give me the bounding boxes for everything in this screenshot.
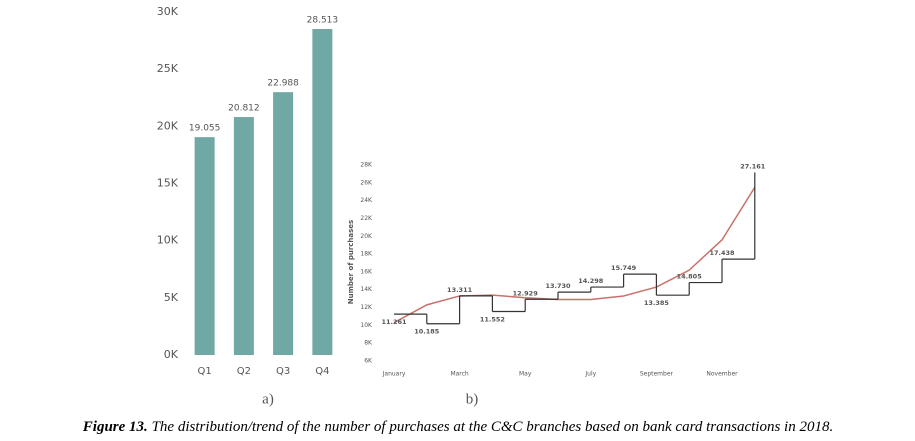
y-tick-label: 20K — [360, 233, 373, 240]
value-label: 13.311 — [447, 286, 473, 294]
y-tick-label: 20K — [157, 119, 179, 132]
value-label: 28.513 — [307, 16, 339, 26]
value-label: 22.988 — [267, 79, 299, 89]
x-tick-label: March — [450, 371, 468, 378]
value-label: 19.055 — [189, 124, 221, 134]
y-tick-label: 18K — [360, 251, 373, 258]
value-label: 17.438 — [709, 249, 735, 257]
y-tick-label: 25K — [157, 62, 179, 75]
x-tick-label: November — [706, 371, 738, 378]
y-tick-label: 24K — [360, 197, 373, 204]
y-tick-label: 12K — [360, 304, 373, 311]
x-tick-label: January — [382, 371, 406, 378]
value-label: 27.161 — [740, 162, 766, 170]
panel-label: a) — [262, 391, 274, 407]
y-tick-label: 0K — [164, 348, 179, 361]
y-tick-label: 5K — [164, 291, 179, 304]
bar — [273, 92, 294, 355]
bar — [233, 117, 254, 355]
value-label: 14.805 — [677, 273, 703, 281]
y-tick-label: 6K — [364, 358, 373, 365]
x-tick-label: September — [640, 371, 674, 378]
caption-label: Figure 13. — [82, 419, 148, 435]
value-label: 13.385 — [644, 299, 670, 307]
caption-text: The distribution/trend of the number of … — [152, 419, 834, 435]
bar — [312, 29, 333, 355]
y-tick-label: 30K — [157, 5, 179, 18]
value-label: 10.185 — [414, 328, 440, 336]
value-label: 13.730 — [545, 282, 571, 290]
panel-label: b) — [466, 391, 479, 407]
y-tick-label: 8K — [364, 340, 373, 347]
bar — [194, 137, 215, 355]
y-tick-label: 15K — [157, 177, 179, 190]
y-tick-label: 16K — [360, 268, 373, 275]
trend-line — [393, 186, 756, 324]
value-label: 12.929 — [513, 289, 539, 297]
y-tick-label: 10K — [157, 234, 179, 247]
caption: Figure 13. The distribution/trend of the… — [82, 419, 833, 435]
value-label: 11.261 — [381, 318, 407, 326]
value-label: 15.749 — [611, 264, 637, 272]
value-label: 14.298 — [578, 277, 604, 285]
x-tick-label: July — [584, 371, 596, 378]
y-tick-label: 22K — [360, 215, 373, 222]
y-tick-label: 10K — [360, 322, 373, 329]
value-label: 11.552 — [480, 316, 505, 324]
x-tick-label: Q2 — [237, 366, 251, 377]
x-tick-label: Q1 — [198, 366, 212, 377]
y-tick-label: 28K — [360, 162, 373, 169]
x-tick-label: Q3 — [276, 366, 290, 377]
y-tick-label: 26K — [360, 179, 373, 186]
x-tick-label: Q4 — [315, 366, 329, 377]
x-tick-label: May — [519, 371, 532, 378]
value-label: 20.812 — [228, 104, 260, 114]
y-tick-label: 14K — [360, 286, 373, 293]
y-axis-label: Number of purchases — [347, 220, 355, 304]
